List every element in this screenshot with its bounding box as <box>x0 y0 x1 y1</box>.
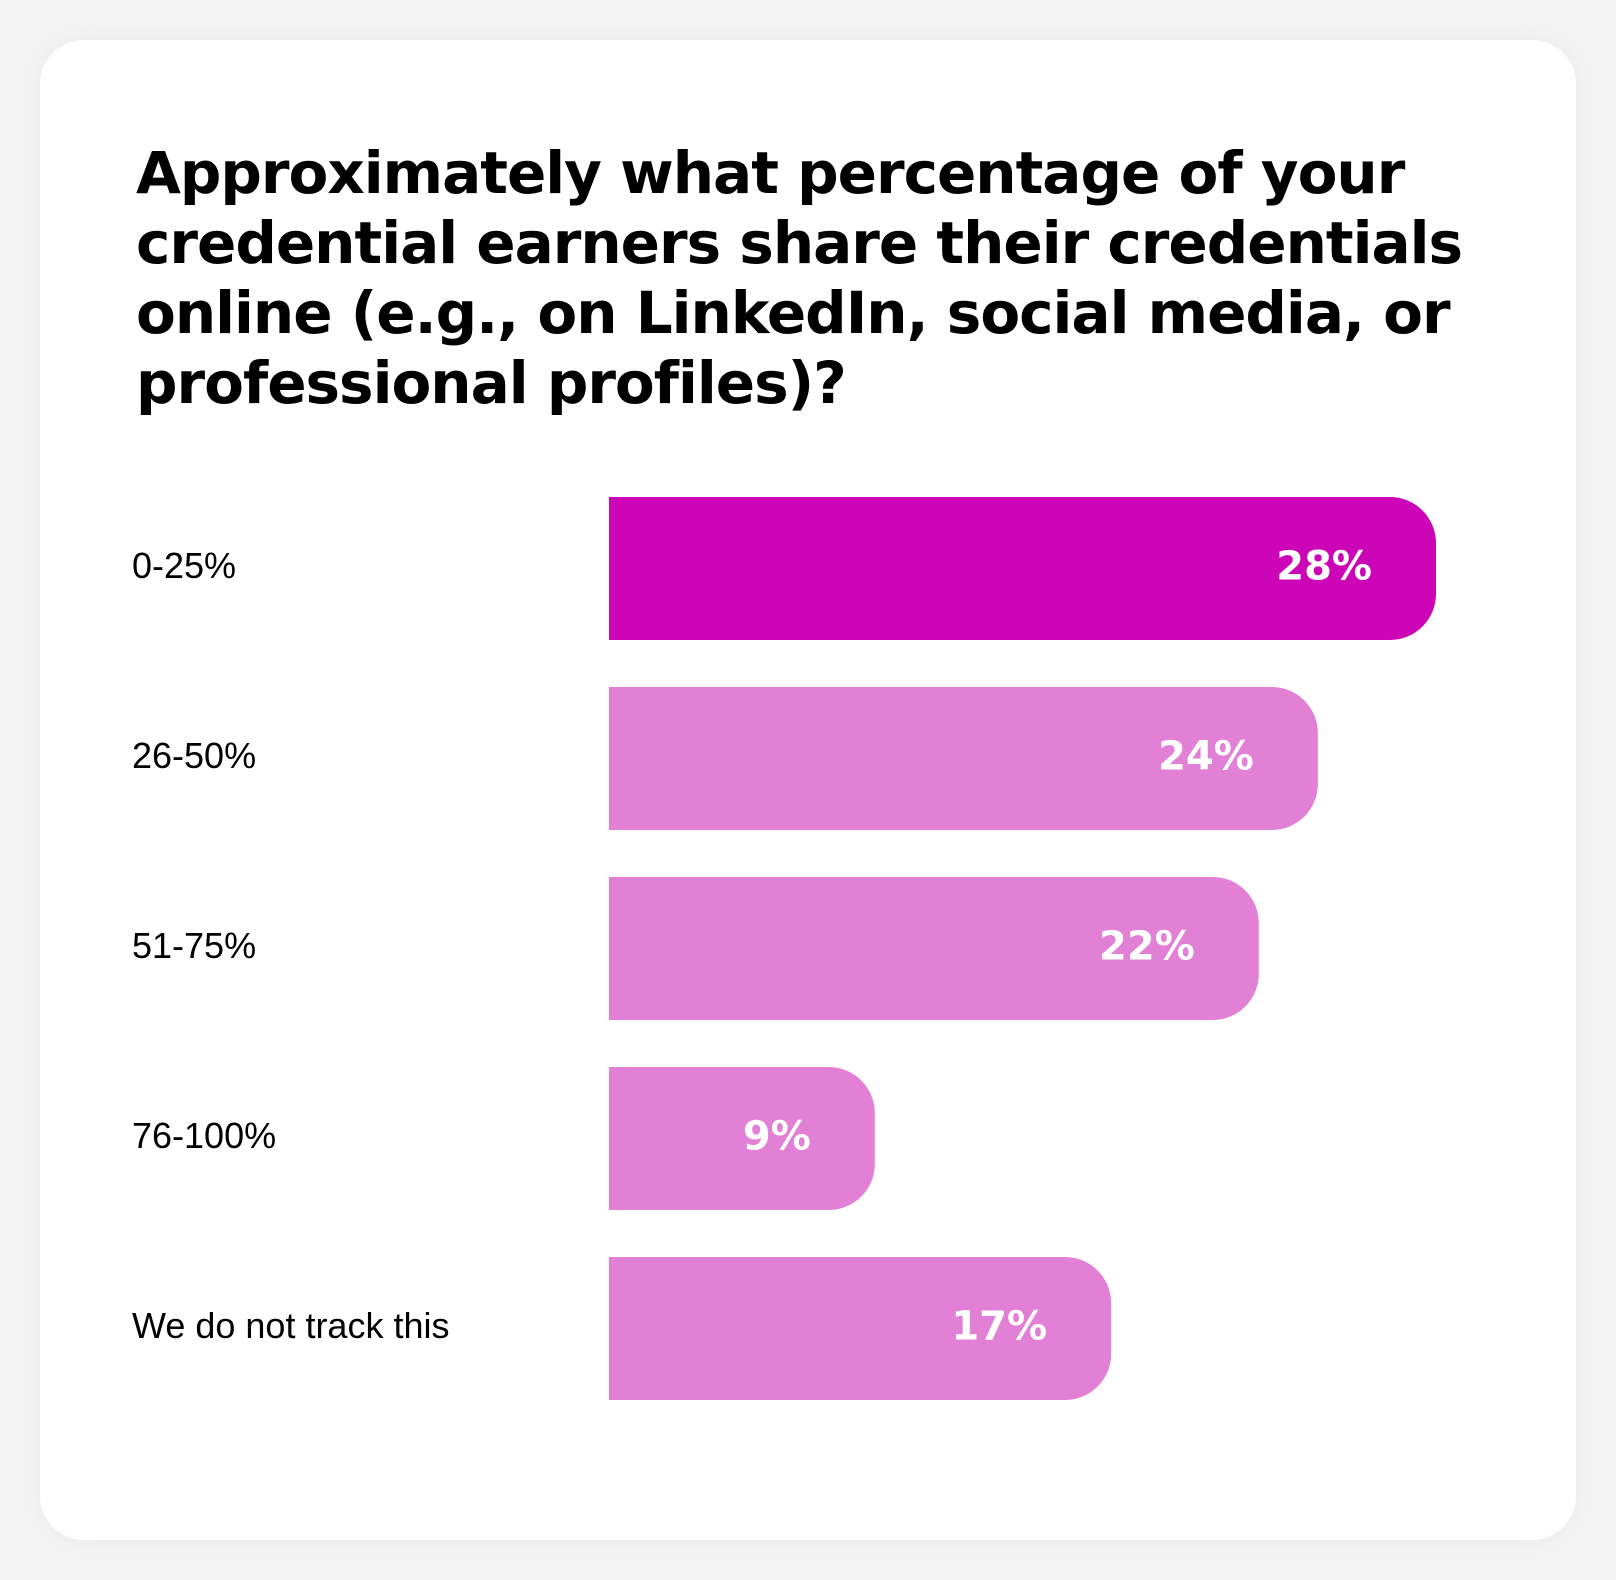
value-label: 17% <box>951 1304 1047 1350</box>
bar-row: 76-100% 9% <box>132 1067 875 1210</box>
bar-row: We do not track this 17% <box>132 1257 1112 1400</box>
category-label: 0-25% <box>132 545 236 586</box>
value-label: 9% <box>743 1114 811 1160</box>
category-label: We do not track this <box>132 1305 449 1346</box>
value-label: 22% <box>1099 924 1195 970</box>
bar <box>609 1257 1112 1400</box>
category-label: 26-50% <box>132 735 256 776</box>
bar <box>609 687 1318 830</box>
chart-title: Approximately what percentage of your cr… <box>136 139 1463 417</box>
bars-layer: 0-25% 28% 26-50% 24% 51-75% 22% 76-100% 9% We do… <box>132 497 1436 1400</box>
bar-row: 0-25% 28% <box>132 497 1436 640</box>
bar <box>609 1067 875 1210</box>
category-label: 76-100% <box>132 1115 276 1156</box>
category-label: 51-75% <box>132 925 256 966</box>
bar <box>609 497 1436 640</box>
bar-chart: 0-25% 28% 26-50% 24% 51-75% 22% 76-100% 9% We do… <box>132 497 1436 1400</box>
bar-row: 26-50% 24% <box>132 687 1318 830</box>
chart-card: Approximately what percentage of your cr… <box>40 40 1576 1540</box>
bar-row: 51-75% 22% <box>132 877 1259 1020</box>
value-label: 24% <box>1158 734 1254 780</box>
value-label: 28% <box>1276 544 1372 590</box>
bar <box>609 877 1259 1020</box>
